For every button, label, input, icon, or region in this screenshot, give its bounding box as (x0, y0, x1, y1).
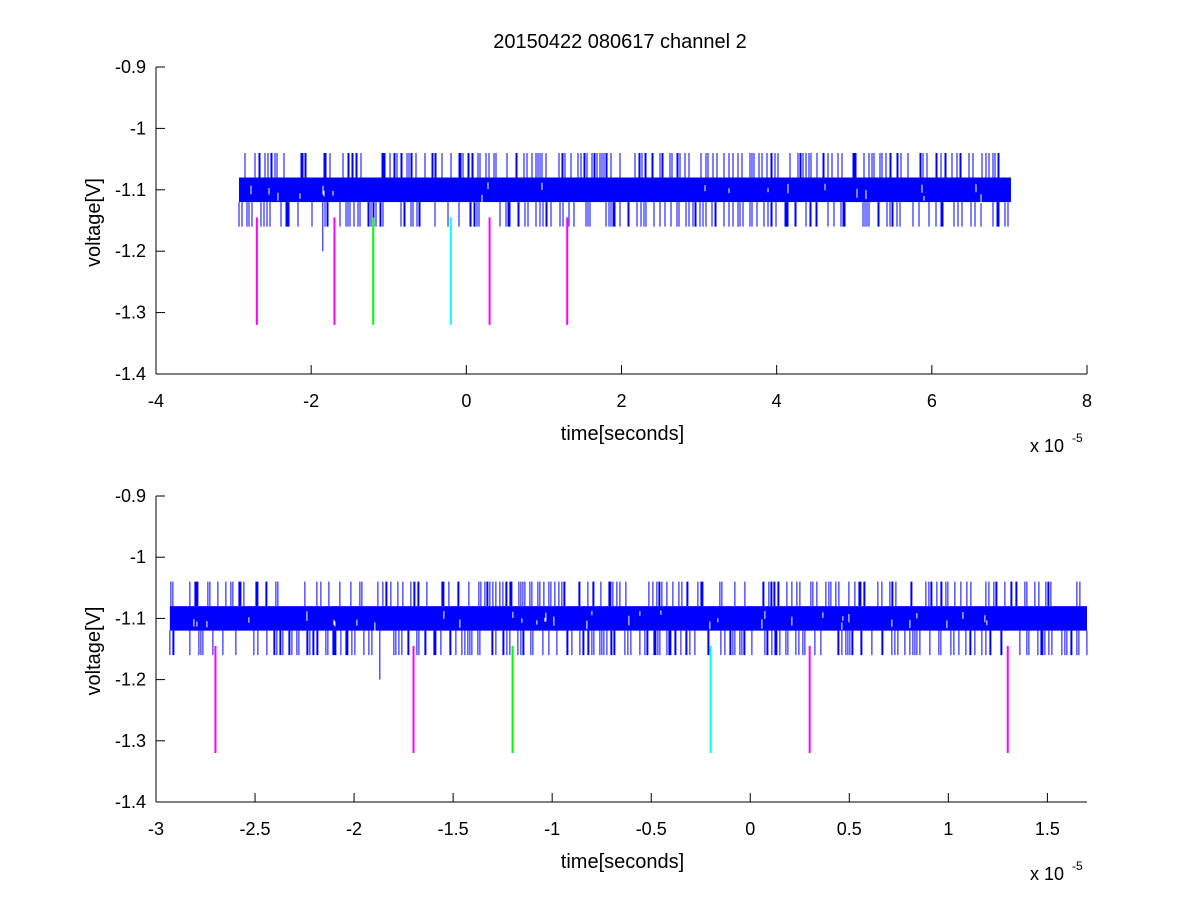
y-tick-label: -1 (130, 118, 146, 138)
x-tick-label: -3 (148, 819, 164, 839)
figure-title: 20150422 080617 channel 2 (493, 31, 747, 53)
x-tick-label: 6 (927, 391, 937, 411)
x-axis-label: time[seconds] (561, 851, 684, 873)
x-tick-label: -4 (148, 391, 164, 411)
top-plot: -1.4 -1.3 -1.2 -1.1 -1 -0.9 -4 -2 0 2 4 6 8 time[seco… (83, 57, 1092, 456)
y-tick-label: -1.2 (115, 670, 146, 690)
x-tick-label: 1.5 (1035, 819, 1060, 839)
y-tick-label: -1.4 (115, 364, 146, 384)
y-tick-label: -1.1 (115, 180, 146, 200)
y-axis-label: voltage[V] (83, 607, 105, 696)
bottom-plot: -1.4 -1.3 -1.2 -1.1 -1 -0.9 -3 -2.5 -2 -1.5 -1 -0.5… (83, 486, 1088, 884)
x-tick-label: 1 (943, 819, 953, 839)
x-tick-label: 0 (745, 819, 755, 839)
x-tick-label: 8 (1082, 391, 1092, 411)
y-tick-label: -0.9 (115, 486, 146, 506)
signal-spikes (169, 581, 1088, 656)
x-tick-label: -1 (544, 819, 560, 839)
signal-gaps (193, 610, 988, 632)
signal-band (239, 177, 1011, 203)
x-tick-label: 4 (772, 391, 782, 411)
x-tick-label: -2.5 (240, 819, 271, 839)
x-tick-label: -2 (303, 391, 319, 411)
x-tick-label: -0.5 (636, 819, 667, 839)
x-exponent-label: x 10 (1030, 436, 1064, 456)
y-tick-label: -1.3 (115, 303, 146, 323)
x-exponent-label: x 10 (1030, 864, 1064, 884)
signal-spikes (238, 152, 1009, 227)
x-tick-label: -1.5 (438, 819, 469, 839)
x-exponent: -5 (1072, 859, 1083, 873)
y-tick-label: -1.3 (115, 731, 146, 751)
x-tick-label: 2 (616, 391, 626, 411)
y-tick-label: -1 (130, 547, 146, 567)
x-axis-label: time[seconds] (561, 423, 684, 445)
y-tick-label: -0.9 (115, 57, 146, 77)
y-tick-label: -1.4 (115, 792, 146, 812)
x-tick-label: 0 (461, 391, 471, 411)
signal-gaps (250, 182, 982, 204)
x-tick-label: -2 (346, 819, 362, 839)
y-tick-label: -1.1 (115, 608, 146, 628)
signal-series (238, 152, 1011, 252)
y-tick-label: -1.2 (115, 241, 146, 261)
y-axis-label: voltage[V] (83, 178, 105, 267)
x-tick-label: 0.5 (837, 819, 862, 839)
x-exponent: -5 (1072, 431, 1083, 445)
signal-series (169, 581, 1088, 680)
